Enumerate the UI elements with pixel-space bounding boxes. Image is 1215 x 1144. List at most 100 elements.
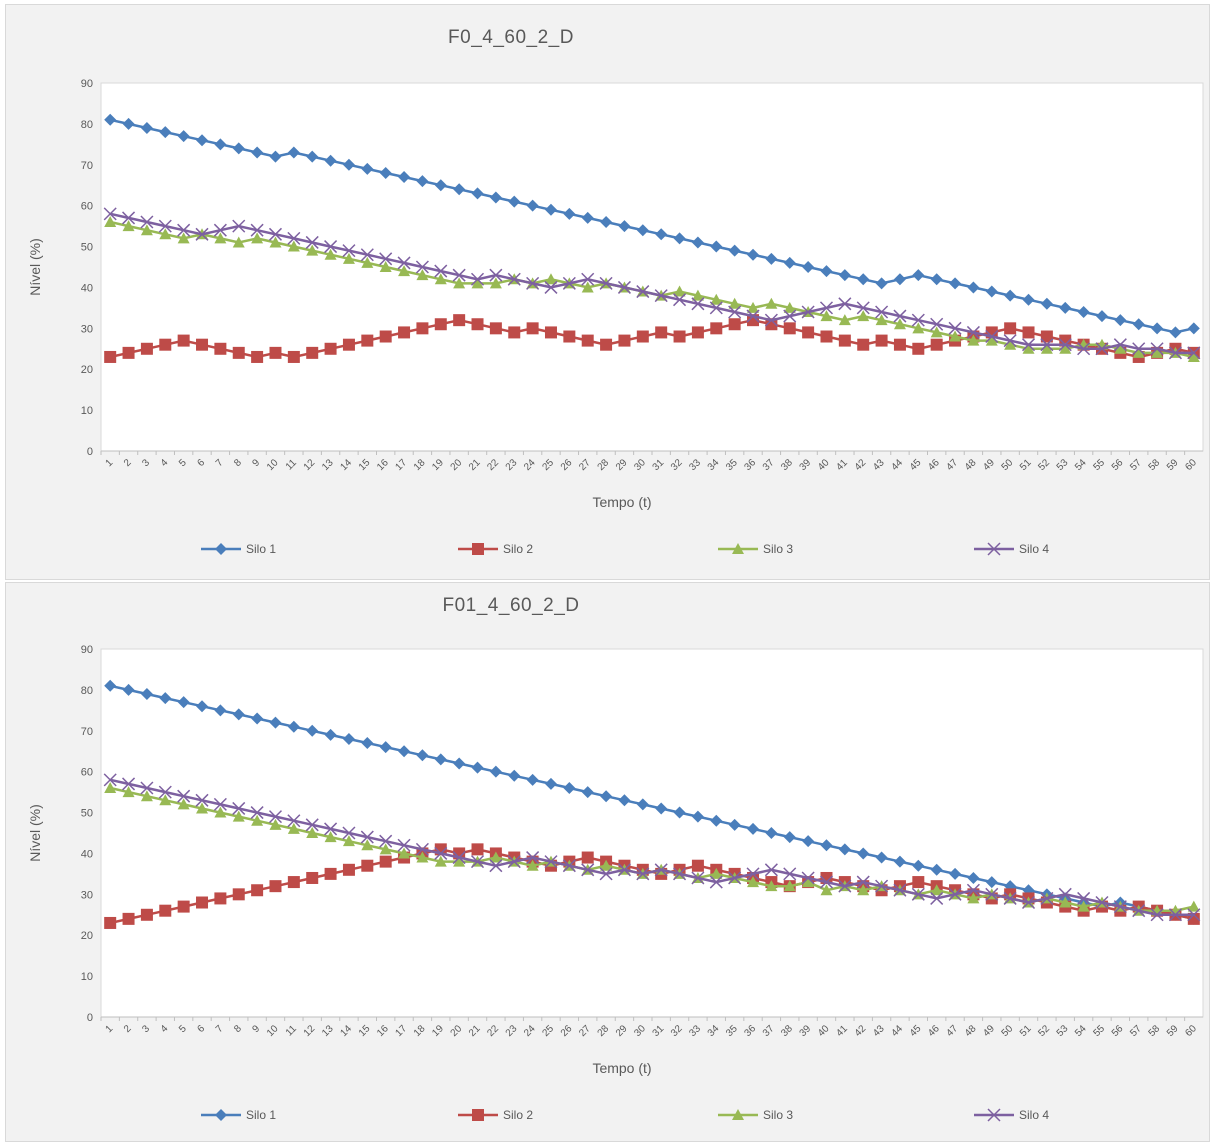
data-point: [930, 884, 943, 896]
data-point: [544, 280, 558, 294]
data-point: [930, 338, 943, 351]
legend-label: Silo 3: [763, 1108, 793, 1122]
data-point: [893, 273, 906, 286]
data-point: [453, 757, 466, 770]
y-tick-label: 90: [81, 644, 93, 656]
data-point: [213, 223, 227, 237]
data-point: [728, 318, 741, 331]
data-point: [379, 843, 392, 855]
data-point: [838, 843, 851, 856]
data-point: [819, 301, 834, 315]
data-point: [1095, 310, 1108, 323]
x-tick-label: 15: [357, 1023, 373, 1039]
data-point: [599, 867, 613, 881]
data-point: [324, 728, 337, 741]
y-tick-label: 50: [81, 242, 93, 254]
data-point: [1169, 326, 1182, 339]
data-point: [820, 310, 833, 322]
data-point: [691, 859, 704, 872]
data-point: [232, 810, 245, 822]
data-point: [177, 900, 190, 913]
x-tick-label: 48: [963, 1023, 979, 1039]
data-point: [342, 252, 355, 264]
data-point: [747, 876, 760, 888]
x-tick-label: 2: [122, 1023, 134, 1035]
y-tick-label: 0: [87, 446, 93, 458]
x-tick-label: 37: [761, 1023, 777, 1039]
data-point: [159, 794, 172, 806]
data-point: [269, 880, 282, 893]
x-tick-label: 39: [798, 457, 814, 473]
data-point: [581, 851, 594, 864]
x-tick-label: 54: [1073, 1023, 1089, 1039]
data-point: [765, 880, 778, 892]
legend-item: Silo 3: [718, 1108, 793, 1122]
x-axis-label: Tempo (t): [592, 1060, 651, 1076]
data-point: [416, 851, 429, 863]
data-point: [470, 272, 485, 286]
data-point: [177, 798, 190, 810]
data-point: [159, 338, 172, 351]
data-point: [158, 785, 172, 799]
y-tick-label: 20: [81, 364, 93, 376]
data-point: [287, 720, 300, 733]
data-point: [416, 269, 429, 281]
x-tick-label: 46: [926, 457, 942, 473]
data-point: [544, 777, 557, 790]
data-point: [122, 220, 135, 232]
data-point: [765, 252, 778, 265]
legend-label: Silo 1: [246, 1108, 276, 1122]
data-point: [159, 904, 172, 917]
data-point: [398, 171, 411, 184]
x-tick-label: 27: [577, 1023, 593, 1039]
data-point: [360, 248, 374, 262]
data-point: [1003, 891, 1017, 905]
data-point: [930, 891, 944, 905]
data-point: [122, 683, 135, 696]
data-point: [600, 216, 613, 229]
legend-item: Silo 4: [974, 1108, 1049, 1122]
data-point: [177, 696, 190, 709]
x-tick-label: 19: [430, 457, 446, 473]
data-point: [1040, 338, 1054, 352]
x-tick-label: 25: [540, 1023, 556, 1039]
data-point: [710, 867, 723, 879]
data-point: [196, 338, 209, 351]
data-point: [416, 175, 429, 188]
series-line: [109, 778, 1194, 917]
data-point: [1151, 346, 1164, 358]
x-tick-label: 8: [232, 1023, 244, 1035]
legend-item: Silo 2: [458, 1108, 533, 1122]
data-point: [838, 879, 852, 893]
data-point: [453, 855, 466, 867]
data-point: [912, 269, 925, 282]
data-point: [232, 888, 245, 901]
data-point: [305, 818, 319, 832]
x-tick-label: 44: [889, 1023, 905, 1039]
data-point: [526, 199, 539, 212]
data-point: [617, 863, 631, 877]
data-point: [103, 207, 117, 221]
data-point: [196, 700, 209, 713]
x-tick-label: 2: [122, 457, 134, 469]
data-point: [801, 305, 815, 319]
data-point: [636, 224, 649, 237]
data-point: [893, 338, 906, 351]
data-point: [526, 276, 540, 290]
data-point: [269, 716, 282, 729]
data-point: [470, 855, 485, 869]
x-tick-label: 41: [834, 1023, 850, 1039]
data-point: [1187, 900, 1200, 912]
data-point: [214, 704, 227, 717]
x-tick-label: 10: [265, 457, 281, 473]
data-point: [544, 203, 557, 216]
x-tick-label: 31: [651, 457, 667, 473]
x-tick-label: 36: [742, 457, 758, 473]
data-point: [214, 892, 227, 905]
data-point: [104, 679, 117, 692]
x-tick-label: 27: [577, 457, 593, 473]
y-tick-label: 70: [81, 726, 93, 738]
data-point: [122, 912, 135, 925]
x-tick-label: 1: [104, 457, 116, 469]
x-tick-label: 10: [265, 1023, 281, 1039]
